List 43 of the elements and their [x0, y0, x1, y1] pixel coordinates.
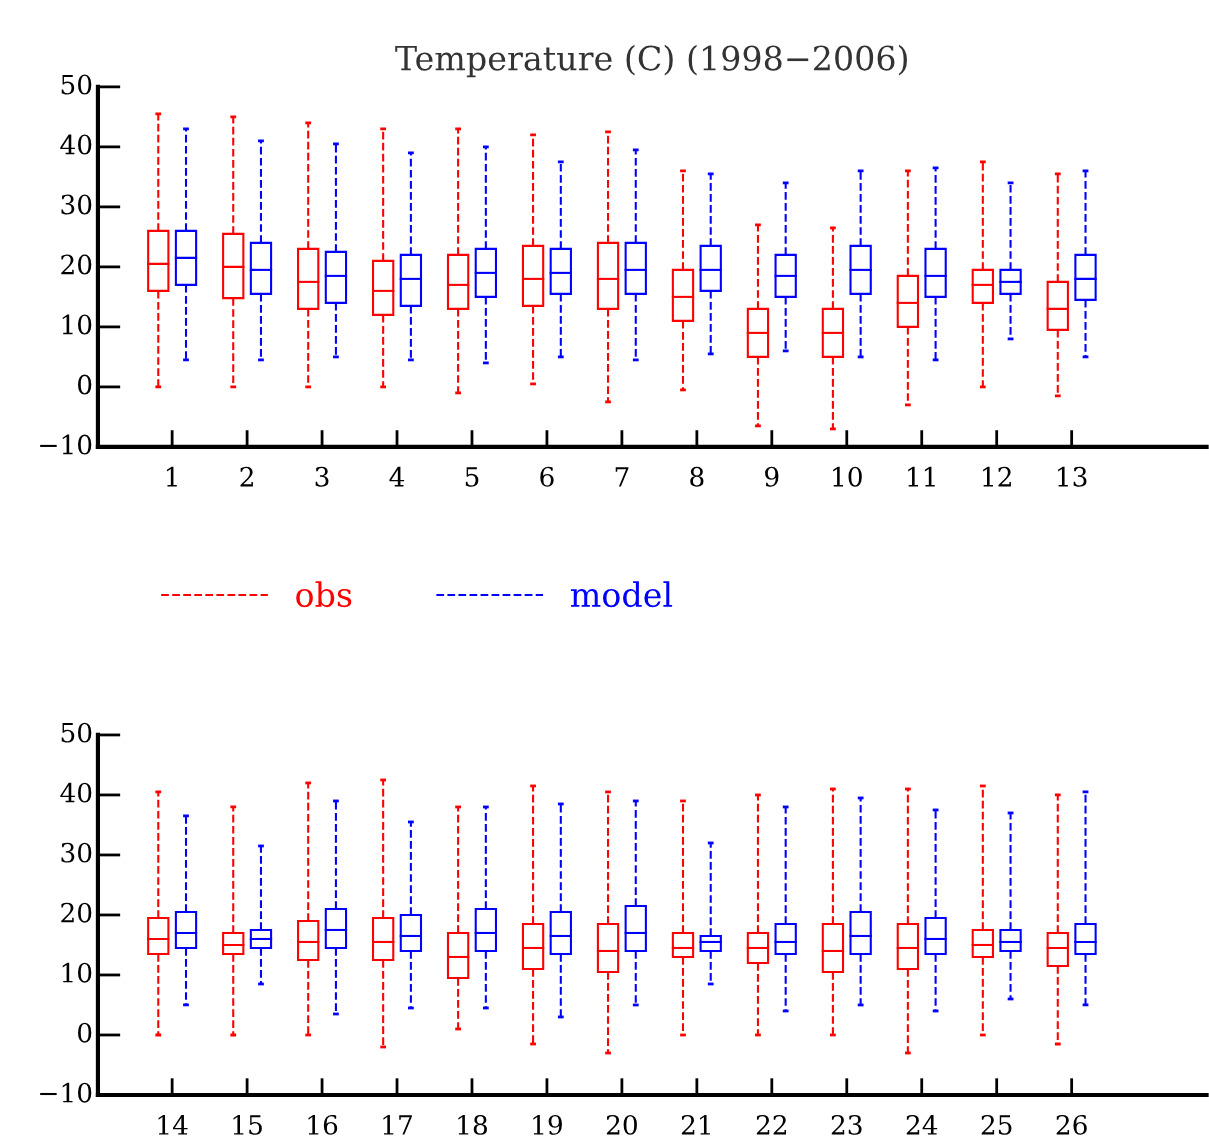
legend-label: obs	[296, 581, 352, 608]
x-tick-label: 2	[240, 466, 253, 487]
y-tick-label: 10	[62, 314, 92, 335]
y-tick-label: −10	[40, 434, 92, 455]
x-tick-label: 9	[765, 466, 779, 487]
x-tick-label: 20	[606, 1114, 637, 1135]
y-tick-label: 20	[61, 254, 92, 275]
x-tick-label: 6	[540, 466, 554, 487]
x-tick-label: 13	[1058, 466, 1087, 487]
x-tick-label: 21	[681, 1114, 710, 1135]
x-tick-label: 24	[906, 1114, 938, 1135]
x-tick-label: 25	[981, 1114, 1012, 1135]
legend-label: model	[570, 581, 673, 608]
x-tick-label: 11	[908, 466, 935, 487]
x-tick-label: 15	[233, 1114, 262, 1135]
x-tick-label: 22	[756, 1114, 787, 1135]
y-tick-label: 30	[61, 194, 92, 215]
y-tick-label: 0	[78, 374, 92, 395]
x-tick-label: 14	[158, 1114, 188, 1135]
y-tick-label: 20	[61, 902, 92, 923]
x-tick-label: 17	[383, 1114, 412, 1135]
x-tick-label: 10	[833, 466, 862, 487]
x-tick-label: 12	[983, 466, 1011, 487]
y-tick-label: 50	[61, 74, 92, 95]
y-tick-label: 30	[61, 842, 92, 863]
y-tick-label: 10	[62, 962, 92, 983]
x-tick-label: 7	[615, 467, 629, 487]
y-tick-label: 50	[61, 722, 92, 743]
y-tick-label: 40	[60, 134, 92, 155]
x-tick-label: 18	[458, 1114, 487, 1135]
x-tick-label: 23	[831, 1114, 862, 1135]
x-tick-label: 16	[308, 1114, 338, 1135]
y-tick-label: 0	[78, 1022, 92, 1043]
x-tick-label: 26	[1056, 1114, 1087, 1135]
x-tick-label: 19	[533, 1114, 562, 1135]
y-tick-label: −10	[40, 1082, 92, 1103]
x-tick-label: 3	[315, 466, 329, 487]
chart-title: Temperature (C) (1998−2006)	[395, 44, 907, 78]
y-tick-label: 40	[60, 782, 92, 803]
x-tick-label: 8	[690, 466, 704, 487]
x-tick-label: 5	[465, 467, 479, 487]
x-tick-label: 1	[166, 466, 177, 487]
x-tick-label: 4	[389, 466, 405, 487]
